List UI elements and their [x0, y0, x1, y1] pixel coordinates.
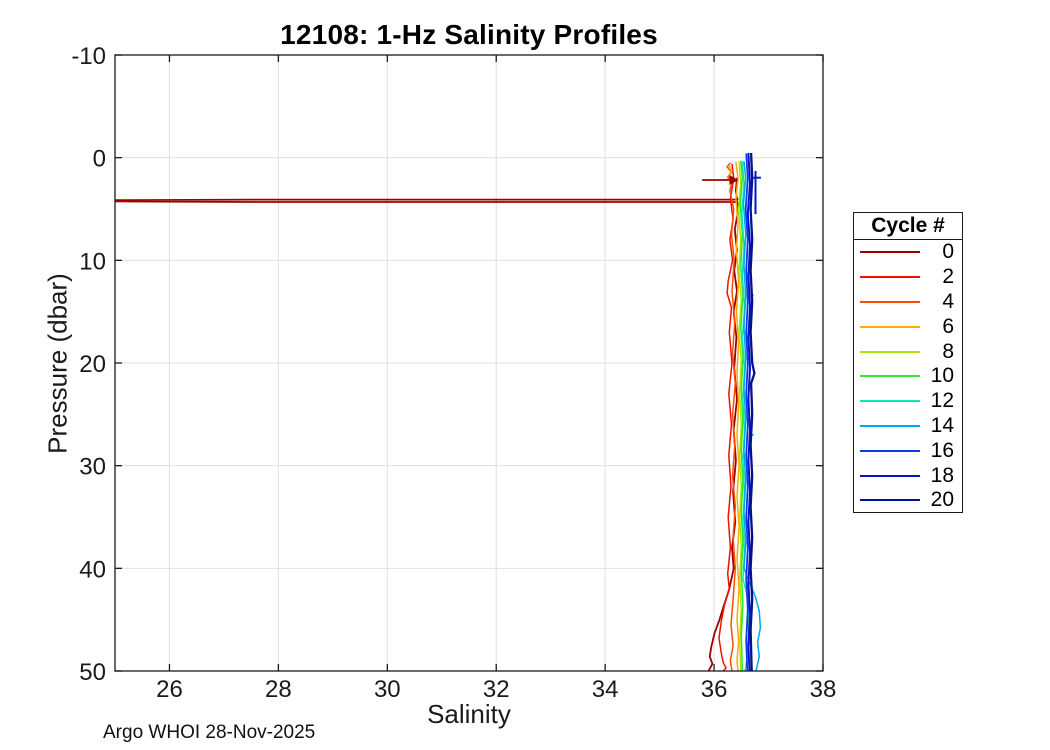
profile-line-cycle-6: [735, 161, 740, 672]
x-tick-label: 36: [701, 676, 728, 703]
profiles-group: [115, 152, 762, 672]
legend-entry-label: 16: [930, 438, 954, 462]
x-tick-label: 26: [156, 676, 183, 703]
profile-line-cycle-10: [739, 160, 744, 672]
legend-entry: 6: [854, 314, 962, 339]
legend-entry-label: 20: [930, 488, 954, 512]
y-tick-label: 10: [79, 248, 106, 275]
x-axis-label: Salinity: [427, 699, 511, 729]
legend-swatch-line: [860, 251, 920, 254]
legend-entry-label: 6: [942, 314, 954, 338]
legend-swatch-line: [860, 474, 920, 477]
legend-title: Cycle #: [854, 213, 962, 240]
legend: Cycle # 0 2 4 6 8 10 12 14 16 18 20: [853, 212, 963, 513]
legend-entry-label: 8: [942, 339, 954, 363]
legend-entry-label: 12: [930, 389, 954, 413]
legend-entry: 2: [854, 265, 962, 290]
profile-line-cycle-0: [115, 197, 739, 205]
profile-line-cycle-14: [742, 161, 762, 672]
profile-line-cycle-12: [741, 161, 751, 672]
legend-swatch-line: [860, 375, 920, 378]
legend-entry: 8: [854, 339, 962, 364]
legend-entry: 16: [854, 438, 962, 463]
x-tick-label: 38: [810, 676, 837, 703]
footer-credit: Argo WHOI 28-Nov-2025: [103, 722, 316, 743]
x-tick-label: 28: [265, 676, 292, 703]
legend-entry: 18: [854, 463, 962, 488]
y-tick-label: 50: [79, 659, 106, 686]
legend-entry-label: 2: [942, 265, 954, 289]
profile-line-cycle-20: [749, 152, 756, 672]
legend-rows: 0 2 4 6 8 10 12 14 16 18 20: [854, 240, 962, 513]
legend-entry: 14: [854, 414, 962, 439]
legend-entry: 10: [854, 364, 962, 389]
y-tick-label: 40: [79, 556, 106, 583]
profile-line-cycle-2: [718, 163, 735, 672]
legend-entry-label: 14: [930, 413, 954, 437]
legend-swatch-line: [860, 325, 920, 328]
y-tick-label: 0: [93, 146, 106, 173]
y-tick-label: 30: [79, 454, 106, 481]
y-tick-label: 20: [79, 351, 106, 378]
arrow-right-marker: [729, 175, 739, 186]
legend-entry-label: 0: [942, 240, 954, 264]
legend-entry: 20: [854, 488, 962, 513]
legend-entry-label: 4: [942, 289, 954, 313]
y-tick-label: -10: [71, 43, 106, 70]
legend-entry-label: 10: [930, 364, 954, 388]
legend-entry: 12: [854, 389, 962, 414]
legend-swatch-line: [860, 449, 920, 452]
x-tick-label: 30: [374, 676, 401, 703]
legend-swatch-line: [860, 300, 920, 303]
legend-swatch-line: [860, 400, 920, 403]
legend-entry: 0: [854, 240, 962, 265]
legend-swatch-line: [860, 276, 920, 279]
chart-title: 12108: 1-Hz Salinity Profiles: [280, 19, 658, 50]
profile-line-cycle-16: [744, 153, 749, 672]
profile-line-cycle-18: [746, 152, 751, 672]
profile-line-cycle-8: [737, 161, 743, 672]
x-tick-label: 34: [592, 676, 619, 703]
legend-swatch-line: [860, 424, 920, 427]
x-tick-label: 32: [483, 676, 510, 703]
legend-swatch-line: [860, 350, 920, 353]
legend-entry: 4: [854, 290, 962, 315]
legend-entry-label: 18: [930, 463, 954, 487]
y-axis-label: Pressure (dbar): [42, 273, 73, 454]
legend-swatch-line: [860, 499, 920, 502]
